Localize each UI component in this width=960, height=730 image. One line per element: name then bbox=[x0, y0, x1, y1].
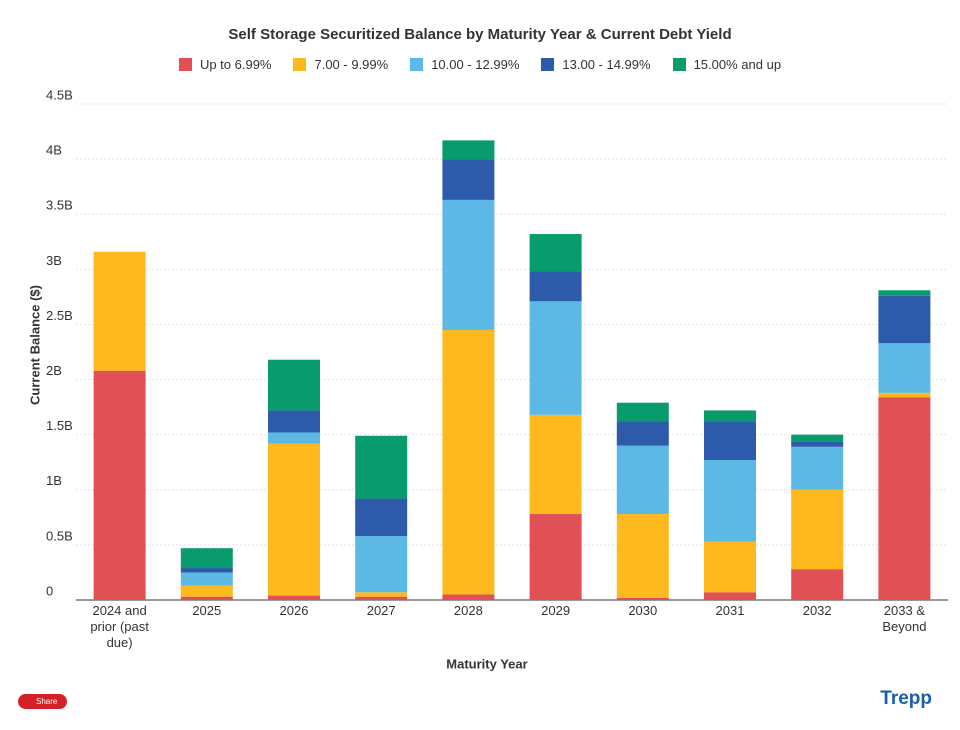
legend-label: Up to 6.99% bbox=[199, 57, 272, 72]
bar-segment bbox=[529, 514, 582, 600]
bar-segment bbox=[791, 446, 844, 490]
bar-segment bbox=[791, 434, 844, 442]
y-tick-label: 0.5B bbox=[46, 528, 73, 543]
bar-segment bbox=[268, 432, 320, 444]
bar-segment bbox=[268, 410, 320, 433]
legend-swatch bbox=[541, 58, 555, 71]
bar-segment bbox=[355, 536, 408, 593]
bar-segment bbox=[529, 234, 582, 272]
legend-label: 7.00 - 9.99% bbox=[314, 57, 389, 72]
bar-segment bbox=[791, 441, 844, 447]
bar-segment bbox=[878, 290, 931, 296]
legend-label: 15.00% and up bbox=[693, 57, 782, 72]
bar-segment bbox=[180, 585, 233, 597]
x-tick-label: 2029 bbox=[541, 603, 571, 618]
legend-swatch bbox=[672, 58, 686, 71]
bar-segment bbox=[355, 435, 408, 499]
bar-segment bbox=[442, 199, 495, 330]
legend-swatch bbox=[293, 58, 307, 71]
y-tick-label: 4B bbox=[46, 143, 62, 158]
x-tick-label: 2028 bbox=[453, 603, 483, 618]
legend-swatch bbox=[178, 58, 192, 71]
chart-title: Self Storage Securitized Balance by Matu… bbox=[228, 26, 731, 43]
bar-segment bbox=[180, 568, 233, 573]
bar-segment bbox=[704, 410, 756, 422]
legend-label: 13.00 - 14.99% bbox=[562, 57, 651, 72]
y-tick-label: 1B bbox=[46, 473, 62, 488]
y-tick-label: 3.5B bbox=[46, 198, 73, 213]
x-tick-label: 2033 & Beyond bbox=[882, 603, 927, 634]
bar-segment bbox=[704, 592, 756, 600]
bar-segment bbox=[616, 421, 669, 446]
x-tick-label: 2032 bbox=[802, 603, 832, 618]
legend-item: Up to 6.99% bbox=[178, 57, 272, 72]
legend-item: 15.00% and up bbox=[672, 57, 782, 72]
y-tick-label: 0 bbox=[46, 583, 53, 598]
bar-segment bbox=[878, 343, 931, 393]
bar-segment bbox=[442, 159, 495, 200]
bar-segment bbox=[355, 592, 408, 597]
bar-segment bbox=[355, 596, 408, 600]
x-axis-title: Maturity Year bbox=[446, 656, 527, 671]
bar-segment bbox=[268, 595, 320, 600]
bar-segment bbox=[704, 421, 756, 461]
bar-segment bbox=[355, 498, 408, 537]
bar-segment bbox=[616, 514, 669, 598]
bar-segment bbox=[878, 392, 931, 398]
legend-swatch bbox=[410, 58, 424, 71]
x-tick-label: 2025 bbox=[192, 603, 222, 618]
share-button[interactable]: Share bbox=[18, 694, 68, 709]
bar-segment bbox=[529, 414, 582, 515]
y-tick-label: 3B bbox=[46, 253, 62, 268]
y-tick-label: 2.5B bbox=[46, 308, 73, 323]
bar-segment bbox=[93, 370, 146, 600]
y-tick-label: 4.5B bbox=[46, 87, 73, 102]
bar-segment bbox=[180, 548, 233, 569]
bar-segment bbox=[616, 597, 669, 600]
y-tick-label: 1.5B bbox=[46, 418, 73, 433]
x-tick-label: 2024 and prior (past due) bbox=[90, 603, 149, 650]
bar-segment bbox=[704, 460, 756, 542]
bar-segment bbox=[180, 572, 233, 586]
bar-segment bbox=[791, 489, 844, 570]
x-tick-label: 2031 bbox=[715, 603, 745, 618]
legend-item: 13.00 - 14.99% bbox=[541, 57, 651, 72]
bar-segment bbox=[529, 301, 582, 415]
x-tick-label: 2027 bbox=[366, 603, 396, 618]
y-axis-title: Current Balance ($) bbox=[27, 285, 42, 405]
x-tick-label: 2030 bbox=[628, 603, 658, 618]
bar-segment bbox=[878, 295, 931, 344]
bar-segment bbox=[268, 359, 320, 411]
legend-item: 10.00 - 12.99% bbox=[410, 57, 519, 72]
y-tick-label: 2B bbox=[46, 363, 62, 378]
bar-segment bbox=[616, 402, 669, 422]
bar-segment bbox=[442, 594, 495, 600]
bar-segment bbox=[878, 397, 931, 600]
bar-segment bbox=[616, 445, 669, 515]
bar-segment bbox=[529, 271, 582, 302]
bar-segment bbox=[442, 329, 495, 595]
bar-segment bbox=[180, 596, 233, 600]
bar-segment bbox=[268, 443, 320, 596]
bar-segment bbox=[704, 541, 756, 593]
legend: Up to 6.99% 7.00 - 9.99% 10.00 - 12.99% 13.… bbox=[0, 57, 960, 72]
logo: Trepp bbox=[880, 688, 932, 709]
legend-item: 7.00 - 9.99% bbox=[293, 57, 388, 72]
bar-segment bbox=[93, 251, 146, 371]
bar-segment bbox=[791, 569, 844, 600]
bar-segment bbox=[442, 140, 495, 160]
legend-label: 10.00 - 12.99% bbox=[431, 57, 520, 72]
x-tick-label: 2026 bbox=[279, 603, 309, 618]
